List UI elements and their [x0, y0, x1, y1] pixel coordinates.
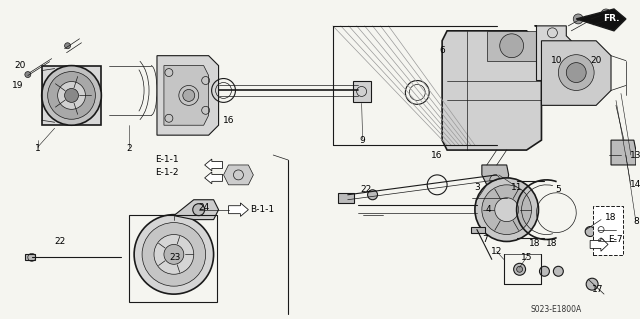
Text: 13: 13 [630, 151, 640, 160]
Text: 22: 22 [54, 237, 65, 246]
Circle shape [154, 234, 194, 274]
Text: 3: 3 [474, 183, 480, 192]
Bar [338, 193, 354, 203]
Circle shape [586, 278, 598, 290]
Text: 19: 19 [12, 81, 24, 90]
Bar [471, 226, 485, 233]
Text: 12: 12 [491, 247, 502, 256]
Text: 23: 23 [169, 253, 180, 262]
Text: 8: 8 [633, 217, 639, 226]
Text: 14: 14 [630, 180, 640, 189]
Text: FR.: FR. [603, 14, 620, 23]
Text: 4: 4 [486, 205, 492, 214]
Text: 20: 20 [591, 56, 602, 65]
Polygon shape [228, 203, 248, 216]
Text: 16: 16 [431, 151, 443, 160]
Polygon shape [487, 31, 536, 61]
Polygon shape [164, 66, 209, 125]
Text: 7: 7 [482, 235, 488, 244]
Circle shape [475, 178, 538, 241]
Circle shape [514, 263, 525, 275]
Circle shape [585, 226, 595, 236]
Circle shape [566, 63, 586, 83]
Polygon shape [482, 165, 509, 185]
Bar [42, 66, 101, 125]
Polygon shape [590, 238, 608, 251]
Circle shape [25, 71, 31, 78]
Circle shape [482, 185, 532, 234]
Polygon shape [534, 26, 572, 80]
Circle shape [500, 34, 524, 58]
Circle shape [65, 43, 70, 49]
Text: 18: 18 [546, 239, 557, 248]
Bar [129, 215, 216, 302]
Circle shape [48, 71, 95, 119]
Text: E-1-2: E-1-2 [155, 168, 179, 177]
Text: E-1-1: E-1-1 [155, 155, 179, 165]
Polygon shape [223, 165, 253, 185]
FancyBboxPatch shape [593, 206, 623, 256]
Polygon shape [174, 200, 219, 219]
Bar [25, 254, 35, 260]
Circle shape [42, 66, 101, 125]
Bar [353, 80, 371, 102]
Text: 11: 11 [511, 183, 522, 192]
Text: 2: 2 [126, 144, 132, 152]
Polygon shape [205, 159, 223, 171]
Circle shape [65, 88, 79, 102]
Text: 20: 20 [14, 61, 26, 70]
Text: 24: 24 [198, 203, 209, 212]
Text: E-7: E-7 [608, 235, 623, 244]
Text: 22: 22 [360, 185, 371, 194]
Circle shape [367, 190, 378, 200]
Circle shape [495, 198, 518, 222]
Text: 18: 18 [529, 239, 540, 248]
Text: 5: 5 [556, 185, 561, 194]
Text: 16: 16 [223, 116, 234, 125]
Polygon shape [611, 140, 636, 165]
Circle shape [554, 266, 563, 276]
Circle shape [58, 82, 86, 109]
Circle shape [142, 223, 205, 286]
Text: 1: 1 [35, 144, 40, 152]
Circle shape [193, 204, 205, 216]
Polygon shape [205, 172, 223, 184]
Polygon shape [576, 9, 626, 31]
Text: 18: 18 [605, 213, 617, 222]
Text: 6: 6 [439, 46, 445, 55]
Text: 9: 9 [360, 136, 365, 145]
Text: 10: 10 [550, 56, 562, 65]
Polygon shape [442, 31, 541, 150]
Circle shape [540, 266, 549, 276]
Polygon shape [541, 41, 611, 105]
Circle shape [516, 266, 523, 272]
Circle shape [134, 215, 214, 294]
Text: S023-E1800A: S023-E1800A [531, 305, 582, 314]
Polygon shape [157, 56, 219, 135]
Circle shape [558, 55, 594, 91]
Circle shape [573, 14, 583, 24]
Circle shape [183, 89, 195, 101]
Circle shape [601, 9, 611, 19]
Text: 17: 17 [593, 285, 604, 294]
Circle shape [164, 244, 184, 264]
Text: B-1-1: B-1-1 [250, 205, 275, 214]
Text: 15: 15 [521, 253, 532, 262]
